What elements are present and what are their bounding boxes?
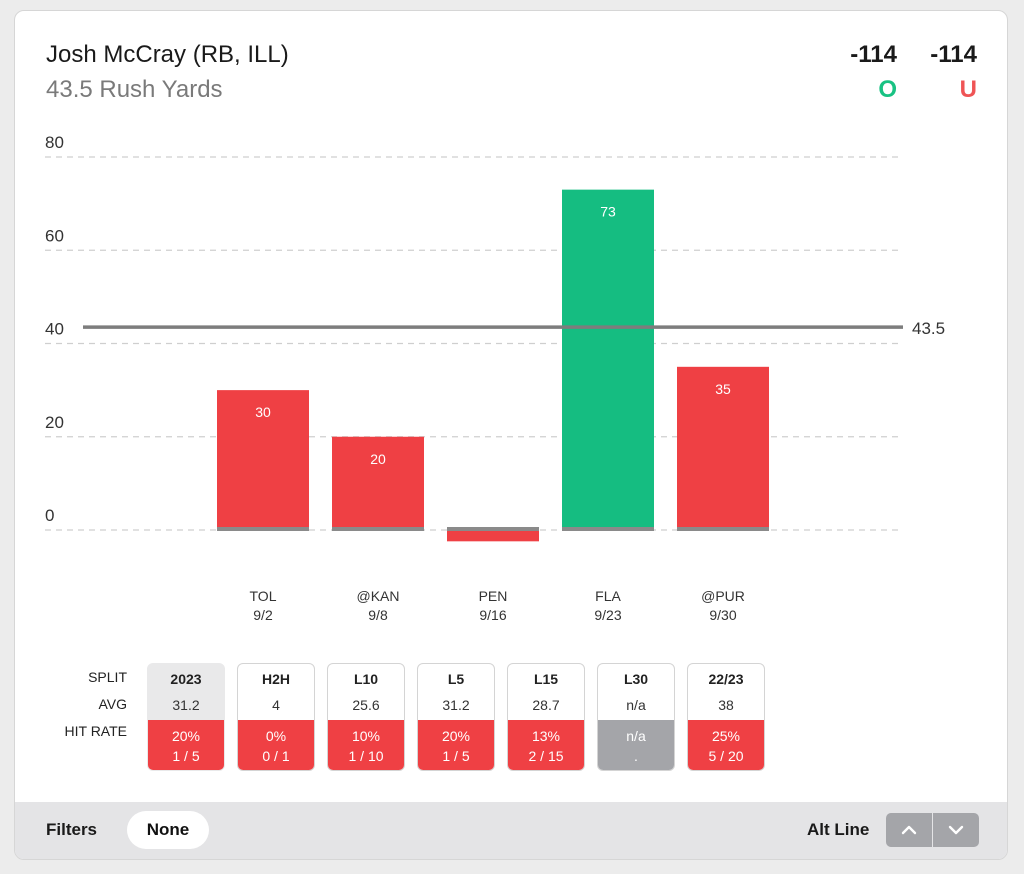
under-odds[interactable]: -114 [930, 41, 977, 68]
filters-label: Filters [46, 820, 98, 839]
hit-rate-fraction: 1 / 10 [348, 748, 384, 764]
bar-baseline [447, 527, 539, 531]
hit-rate-percent: 10% [351, 728, 381, 744]
split-row-label: SPLIT [88, 669, 127, 685]
bar [447, 530, 539, 542]
hit-rate-percent: 13% [531, 728, 561, 744]
bar [562, 189, 654, 530]
bar-value-label: 35 [715, 381, 731, 397]
split-hit-rate: 0% 0 / 1 [238, 720, 314, 770]
x-date-label: 9/23 [594, 607, 621, 623]
x-category-label: TOL [250, 588, 277, 604]
alt-line-down-button[interactable] [933, 813, 979, 847]
y-tick-label: 40 [45, 320, 64, 339]
hit-rate-row-label: HIT RATE [64, 723, 128, 739]
split-column[interactable]: L15 28.7 13% 2 / 15 [507, 663, 585, 771]
threshold-label: 43.5 [912, 319, 945, 338]
chevron-down-icon [948, 825, 964, 835]
split-avg: 25.6 [352, 697, 380, 713]
split-hit-rate: n/a. [598, 720, 674, 770]
x-date-label: 9/2 [253, 607, 273, 623]
hit-rate-percent: 25% [711, 728, 741, 744]
x-category-label: PEN [479, 588, 508, 604]
bar-baseline [677, 527, 769, 531]
split-column[interactable]: L30 n/a n/a. [597, 663, 675, 771]
filters-button[interactable]: None [127, 811, 209, 849]
hit-rate-percent: 20% [171, 728, 201, 744]
split-avg: 28.7 [532, 697, 560, 713]
split-avg: 31.2 [442, 697, 470, 713]
hit-rate-percent: 0% [265, 728, 287, 744]
x-category-label: FLA [595, 588, 621, 604]
bar [677, 366, 769, 530]
hit-rate-fraction: 1 / 5 [172, 748, 200, 764]
over-label[interactable]: O [878, 76, 897, 103]
y-tick-label: 60 [45, 226, 64, 245]
bar-baseline [562, 527, 654, 531]
hit-rate-fraction: 2 / 15 [528, 748, 564, 764]
avg-row-label: AVG [98, 696, 127, 712]
hit-rate-percent: n/a [626, 728, 646, 744]
alt-line-up-button[interactable] [886, 813, 932, 847]
split-label: L30 [623, 671, 649, 687]
split-column[interactable]: L5 31.2 20% 1 / 5 [417, 663, 495, 771]
split-label: H2H [261, 671, 290, 687]
split-label: 22/23 [708, 671, 744, 687]
bar-value-label: 20 [370, 451, 386, 467]
split-label: L5 [447, 671, 465, 687]
x-category-label: @PUR [701, 588, 745, 604]
hit-rate-fraction: 5 / 20 [708, 748, 744, 764]
x-date-label: 9/30 [709, 607, 736, 623]
rush-yards-chart: 0 20 40 60 80 30 TOL 9/2 20 @KAN 9/8 PEN 9/16 73 FLA 9/… [45, 133, 945, 623]
split-column[interactable]: 22/23 38 25% 5 / 20 [687, 663, 765, 771]
split-column[interactable]: 2023 31.2 20% 1 / 5 [147, 663, 225, 771]
split-avg: 4 [272, 697, 280, 713]
prop-line: 43.5 Rush Yards [46, 76, 223, 103]
footer-bar: Filters None Alt Line [15, 802, 1007, 859]
chevron-up-icon [901, 825, 917, 835]
prop-card: Josh McCray (RB, ILL) 43.5 Rush Yards -1… [14, 10, 1008, 860]
y-tick-label: 20 [45, 413, 64, 432]
split-avg: 31.2 [172, 697, 200, 713]
bar-baseline [217, 527, 309, 531]
splits-table: SPLIT AVG HIT RATE 2023 31.2 20% 1 / 5 H2H 4 0… [15, 663, 1007, 773]
split-avg: 38 [718, 697, 734, 713]
hit-rate-percent: 20% [441, 728, 471, 744]
bar-value-label: 30 [255, 404, 271, 420]
split-hit-rate: 20% 1 / 5 [148, 720, 224, 770]
hit-rate-fraction: . [634, 748, 638, 764]
split-hit-rate: 25% 5 / 20 [688, 720, 764, 770]
bar-baseline [332, 527, 424, 531]
split-avg: n/a [626, 697, 646, 713]
x-date-label: 9/8 [368, 607, 388, 623]
split-label: 2023 [170, 671, 202, 687]
y-tick-label: 0 [45, 506, 54, 525]
x-date-label: 9/16 [479, 607, 506, 623]
x-category-label: @KAN [357, 588, 400, 604]
bar-value-label: 73 [600, 204, 616, 220]
bar [217, 390, 309, 530]
hit-rate-fraction: 1 / 5 [442, 748, 470, 764]
split-label: L10 [353, 671, 379, 687]
split-column[interactable]: L10 25.6 10% 1 / 10 [327, 663, 405, 771]
under-label[interactable]: U [959, 76, 977, 103]
split-label: L15 [533, 671, 559, 687]
player-title: Josh McCray (RB, ILL) [46, 41, 289, 68]
split-hit-rate: 13% 2 / 15 [508, 720, 584, 770]
alt-line-label: Alt Line [807, 820, 870, 839]
y-tick-label: 80 [45, 133, 64, 152]
split-hit-rate: 10% 1 / 10 [328, 720, 404, 770]
bar [332, 436, 424, 530]
split-hit-rate: 20% 1 / 5 [418, 720, 494, 770]
hit-rate-fraction: 0 / 1 [262, 748, 290, 764]
over-odds[interactable]: -114 [850, 41, 897, 68]
split-column[interactable]: H2H 4 0% 0 / 1 [237, 663, 315, 771]
